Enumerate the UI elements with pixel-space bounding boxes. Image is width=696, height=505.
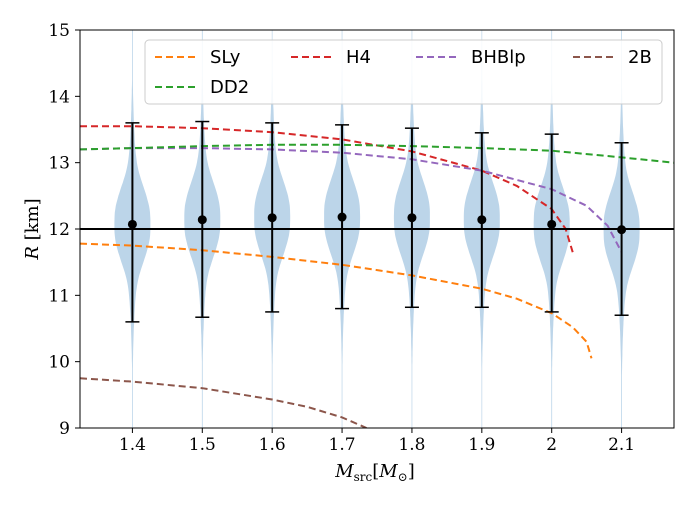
y-tick-label: 13 (48, 154, 70, 174)
y-tick-label: 10 (48, 353, 70, 373)
median-point-2 (197, 215, 207, 225)
y-axis-label: R [km] (22, 198, 43, 260)
median-point-1 (127, 219, 137, 229)
curve-2b (80, 377, 367, 428)
ticks-layer: 1.4 1.5 1.6 1.7 1.8 1.9 2 2.1 9 10 11 12 13 14 15 (48, 21, 635, 455)
median-point-7 (547, 219, 557, 229)
curve-sly (80, 242, 593, 359)
x-tick-label: 2.1 (608, 435, 635, 455)
x-tick-label: 1.8 (398, 435, 425, 455)
x-tick-label: 2 (546, 435, 557, 455)
x-tick-label: 1.6 (259, 435, 286, 455)
median-point-8 (617, 225, 627, 235)
y-tick-label: 15 (48, 21, 70, 41)
x-tick-label: 1.5 (189, 435, 216, 455)
median-point-5 (407, 213, 417, 223)
legend-label-sly: SLy (210, 47, 241, 68)
x-tick-label: 1.9 (468, 435, 495, 455)
y-tick-label: 11 (48, 286, 70, 306)
curve-dd2 (80, 143, 674, 164)
legend-box (144, 39, 663, 105)
legend-label-dd2: DD2 (210, 77, 249, 98)
x-axis-label: Msrc[M⊙] (334, 461, 415, 484)
y-tick-label: 12 (48, 220, 70, 240)
legend-label-h4: H4 (346, 47, 371, 68)
legend-label-2b: 2B (628, 47, 652, 68)
errorbars-layer (125, 120, 629, 323)
x-tick-label: 1.4 (119, 435, 146, 455)
median-point-6 (477, 215, 487, 225)
legend-label-bhblp: BHBlp (471, 47, 526, 68)
legend: SLy H4 BHBlp 2B DD2 (144, 39, 663, 105)
y-tick-label: 14 (48, 87, 70, 107)
y-tick-label: 9 (59, 419, 70, 439)
median-point-3 (267, 213, 277, 223)
median-point-4 (337, 212, 347, 222)
x-tick-label: 1.7 (329, 435, 356, 455)
